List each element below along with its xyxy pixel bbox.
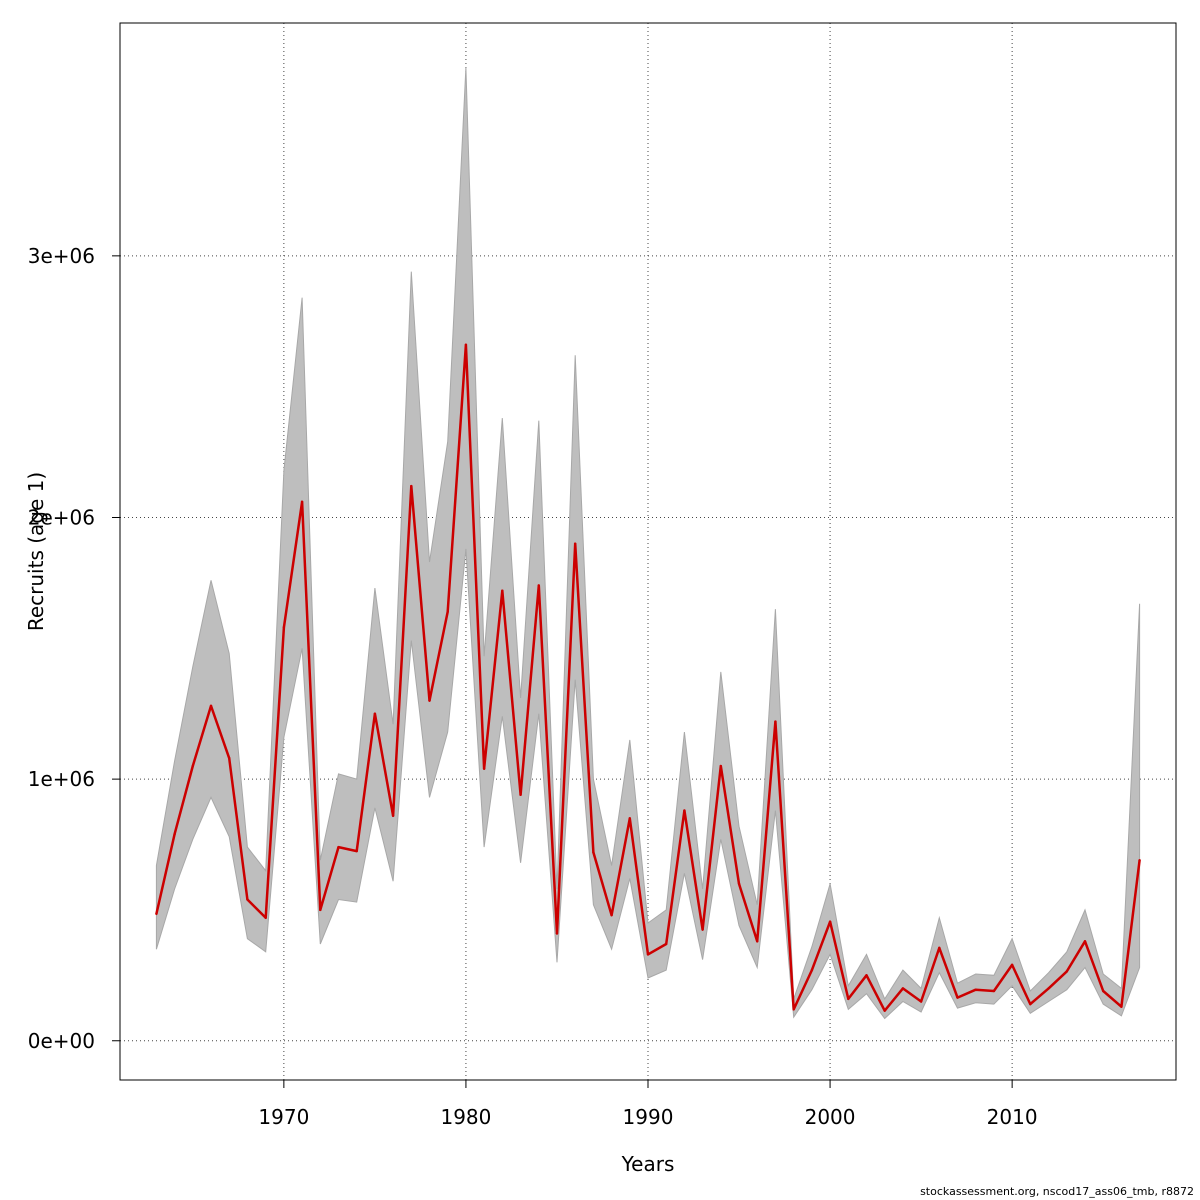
x-tick-label-1970: 1970 xyxy=(258,1105,309,1129)
data-point-1975 xyxy=(373,712,377,715)
data-point-1990 xyxy=(646,953,650,956)
estimate-points-layer xyxy=(155,343,1141,1012)
data-point-2005 xyxy=(919,1000,923,1003)
data-point-2013 xyxy=(1065,970,1068,973)
data-point-2006 xyxy=(938,946,941,950)
data-point-2007 xyxy=(956,996,959,999)
y-tick-label-0: 0e+00 xyxy=(28,1029,95,1053)
data-point-1967 xyxy=(228,756,231,760)
confidence-band-layer xyxy=(155,67,1141,1020)
data-point-1993 xyxy=(701,928,704,931)
data-point-1984 xyxy=(537,584,540,587)
data-point-1970 xyxy=(282,626,286,629)
data-point-1978 xyxy=(428,699,431,702)
data-point-1971 xyxy=(300,500,304,503)
data-point-1980 xyxy=(464,343,468,347)
data-point-1992 xyxy=(683,809,686,812)
data-point-1999 xyxy=(810,968,814,972)
data-point-1998 xyxy=(792,1008,795,1011)
data-point-1969 xyxy=(264,916,267,919)
data-point-1966 xyxy=(209,704,213,708)
y-tick-label-2000000: 2e+06 xyxy=(28,505,95,529)
data-point-2016 xyxy=(1120,1005,1123,1008)
confidence-band xyxy=(155,67,1141,1020)
data-point-2003 xyxy=(883,1009,886,1012)
x-tick-label-1980: 1980 xyxy=(440,1105,491,1129)
data-point-2017 xyxy=(1138,859,1141,862)
data-point-1986 xyxy=(573,542,577,545)
data-point-1995 xyxy=(737,882,741,885)
data-point-1997 xyxy=(774,720,777,723)
data-point-1965 xyxy=(191,764,195,768)
data-point-2011 xyxy=(1029,1002,1032,1006)
data-point-2015 xyxy=(1101,989,1105,993)
data-point-1987 xyxy=(592,851,595,854)
y-tick-label-1000000: 1e+06 xyxy=(28,767,95,791)
data-point-2010 xyxy=(1010,963,1014,967)
data-point-2001 xyxy=(847,997,850,1001)
y-axis-title: Recruits (age 1) xyxy=(24,472,48,631)
data-point-2004 xyxy=(901,987,905,990)
footer-credit: stockassessment.org, nscod17_ass06_tmb, … xyxy=(920,1185,1194,1198)
data-point-2014 xyxy=(1083,940,1087,943)
data-point-1996 xyxy=(756,940,759,943)
data-point-1991 xyxy=(665,942,668,946)
data-point-1964 xyxy=(173,832,176,836)
data-point-1977 xyxy=(410,484,413,488)
data-point-1989 xyxy=(628,817,631,820)
data-point-1994 xyxy=(719,764,723,768)
data-point-1976 xyxy=(391,814,395,817)
data-point-1985 xyxy=(555,932,559,935)
x-tick-label-1990: 1990 xyxy=(623,1105,674,1129)
data-point-2008 xyxy=(974,988,977,991)
data-point-1974 xyxy=(355,849,358,853)
data-point-1963 xyxy=(155,912,158,916)
y-axis: 0e+00 1e+06 2e+06 3e+06 xyxy=(28,244,120,1053)
x-tick-label-2010: 2010 xyxy=(987,1105,1038,1129)
data-point-1988 xyxy=(610,913,613,917)
data-point-2002 xyxy=(865,974,868,977)
y-tick-label-3000000: 3e+06 xyxy=(28,244,95,268)
data-point-1979 xyxy=(446,610,449,613)
x-axis-title: Years xyxy=(621,1152,675,1176)
data-point-2012 xyxy=(1047,987,1050,990)
data-point-1972 xyxy=(319,908,322,912)
x-tick-label-2000: 2000 xyxy=(805,1105,856,1129)
data-point-1981 xyxy=(482,767,486,770)
x-axis: 1970 1980 1990 2000 2010 xyxy=(258,1080,1038,1129)
data-point-1968 xyxy=(246,898,249,901)
data-point-1973 xyxy=(337,845,340,849)
data-point-2000 xyxy=(828,920,832,923)
data-point-1983 xyxy=(519,793,522,797)
data-point-2009 xyxy=(992,989,996,993)
data-point-1982 xyxy=(501,589,504,592)
